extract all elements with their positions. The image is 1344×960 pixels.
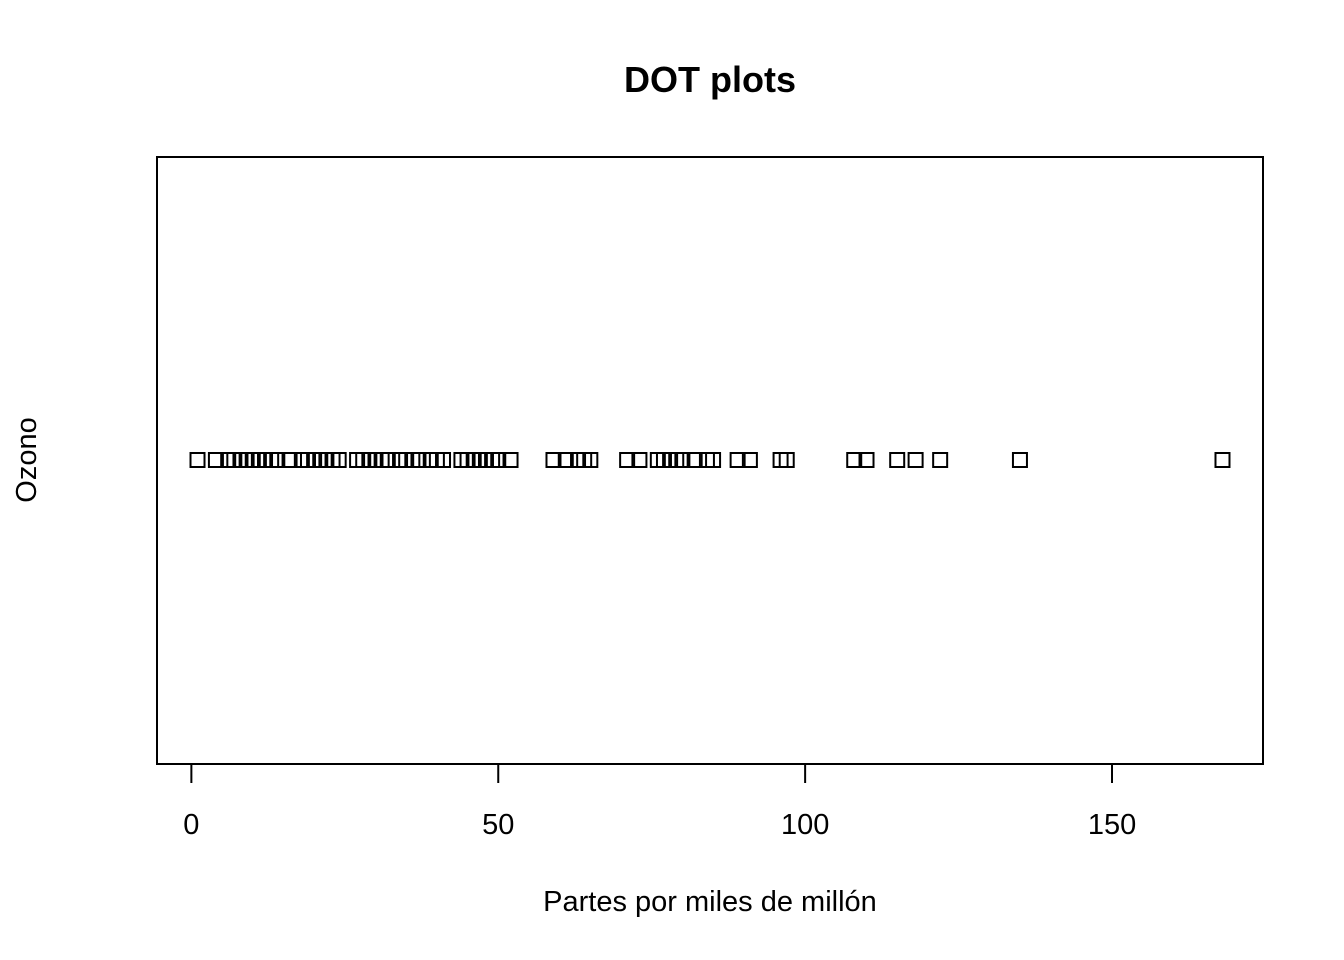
data-point [705,452,722,468]
y-axis-label: Ozono [11,417,43,502]
data-point [778,452,795,468]
data-points [189,452,1231,468]
data-point [1214,452,1231,468]
data-point [674,452,691,468]
x-axis-ticks: 0 50 100 150 [183,764,1136,841]
data-point [330,452,347,468]
data-point [189,452,206,468]
data-point [502,452,519,468]
data-point [269,452,286,468]
data-point [557,452,574,468]
data-point [207,452,224,468]
data-point [729,452,746,468]
data-point [932,452,949,468]
plot-frame [156,156,1264,765]
x-tick-label: 50 [482,809,514,841]
x-axis-label: Partes por miles de millón [543,886,877,918]
data-point [619,452,636,468]
data-point [686,452,703,468]
data-point [582,452,599,468]
data-point [907,452,924,468]
x-tick-label: 0 [183,809,199,841]
chart-title: DOT plots [624,59,796,100]
data-point [846,452,863,468]
x-tick-label: 150 [1088,809,1136,841]
data-point [435,452,452,468]
x-tick-label: 100 [781,809,829,841]
data-point [490,452,507,468]
data-point [545,452,562,468]
data-point [1011,452,1028,468]
data-point [631,452,648,468]
data-point [889,452,906,468]
data-point [281,452,298,468]
data-point [858,452,875,468]
data-point [410,452,427,468]
data-point [379,452,396,468]
data-point [741,452,758,468]
